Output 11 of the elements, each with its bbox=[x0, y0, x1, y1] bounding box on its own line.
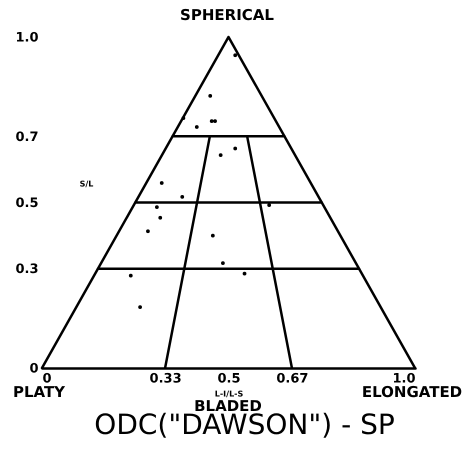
y-tick-label: 0.5 bbox=[15, 196, 38, 211]
y-tick-label: 0.3 bbox=[15, 262, 38, 278]
x-tick-label: 0.67 bbox=[276, 372, 308, 386]
y-tick-label: 0 bbox=[29, 362, 38, 376]
y-tick-label: 0.7 bbox=[15, 130, 38, 145]
x-axis-title: L-I/L-S bbox=[214, 390, 244, 398]
y-tick-label: 1.0 bbox=[15, 30, 38, 46]
x-tick-label: 0.33 bbox=[150, 372, 182, 386]
text: SPHERICAL bbox=[180, 6, 274, 24]
y-axis-title: S/L bbox=[80, 180, 94, 188]
x-tick-label: 0.5 bbox=[217, 372, 241, 386]
